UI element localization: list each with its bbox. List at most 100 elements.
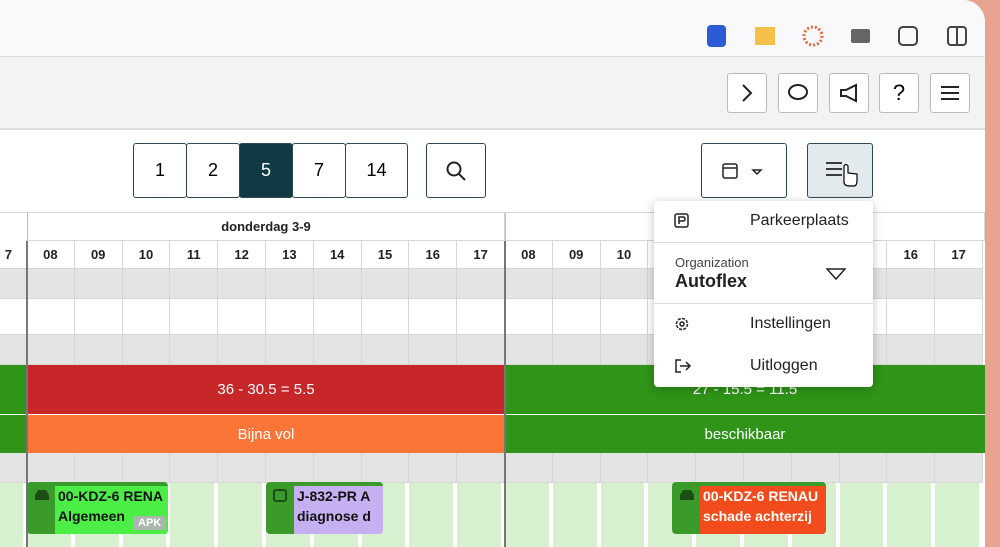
hour-label: 16 <box>887 241 936 269</box>
slot <box>839 483 888 547</box>
slot <box>0 453 27 483</box>
org-select[interactable]: Autoflex <box>675 271 747 291</box>
slot <box>505 483 553 547</box>
plate: J-832-PR A <box>297 488 371 504</box>
menu-item[interactable]: Instellingen <box>750 315 831 332</box>
slot <box>552 335 601 365</box>
next-button[interactable] <box>727 73 767 113</box>
menu-item[interactable]: Uitloggen <box>750 357 818 374</box>
slot <box>0 269 27 299</box>
plate: 00-KDZ-6 RENAU <box>703 488 819 504</box>
toolbar-icons <box>707 25 967 47</box>
slot <box>27 299 75 335</box>
slot <box>218 483 266 547</box>
hour-label: 08 <box>27 241 75 269</box>
slot <box>361 453 410 483</box>
slot <box>170 453 219 483</box>
slot <box>313 335 362 365</box>
status: Bijna vol <box>27 415 505 453</box>
slot <box>887 335 936 365</box>
slot <box>218 299 266 335</box>
slot <box>361 269 410 299</box>
status: beschikbaar <box>505 415 985 453</box>
hour-label: 13 <box>266 241 314 269</box>
day-divider <box>26 241 28 547</box>
slot <box>935 269 983 299</box>
slot <box>313 299 362 335</box>
slot <box>409 483 458 547</box>
view-button[interactable]: 14 <box>345 143 408 198</box>
extension-icon[interactable] <box>802 25 824 47</box>
announce-button[interactable] <box>829 73 869 113</box>
slot <box>74 269 123 299</box>
hour-label: 09 <box>552 241 601 269</box>
description: diagnose d <box>297 508 371 524</box>
view-button[interactable]: 1 <box>133 143 187 198</box>
slot <box>170 335 219 365</box>
slot <box>170 299 219 335</box>
slot <box>409 335 458 365</box>
slot <box>122 299 171 335</box>
slot <box>457 335 505 365</box>
slot <box>600 299 649 335</box>
status <box>0 415 27 453</box>
slot <box>409 299 458 335</box>
user-menu-button[interactable] <box>807 143 873 198</box>
slot <box>313 453 362 483</box>
slot <box>887 299 936 335</box>
slot <box>744 453 792 483</box>
slot <box>935 335 983 365</box>
slot <box>887 483 936 547</box>
settings-icon[interactable] <box>898 26 918 46</box>
hour-label: 15 <box>361 241 410 269</box>
slot <box>74 299 123 335</box>
menu-button[interactable] <box>930 73 970 113</box>
slot <box>74 335 123 365</box>
date-button[interactable] <box>701 143 787 198</box>
extension-icon[interactable] <box>707 25 726 47</box>
slot <box>361 335 410 365</box>
slot <box>791 453 840 483</box>
slot <box>457 483 505 547</box>
hour-label: 10 <box>122 241 171 269</box>
capacity <box>0 365 27 415</box>
appointment[interactable]: 00-KDZ-6 RENA Algemeen APK <box>27 482 168 534</box>
appointment[interactable]: 00-KDZ-6 RENAU schade achterzij <box>672 482 826 534</box>
hour-label: 16 <box>409 241 458 269</box>
slot <box>218 335 266 365</box>
help-button[interactable]: ? <box>879 73 919 113</box>
appointment[interactable]: J-832-PR A diagnose d <box>266 482 383 534</box>
browser-toolbar <box>0 0 985 57</box>
slot <box>457 453 505 483</box>
slot <box>218 453 266 483</box>
menu-item[interactable]: Parkeerplaats <box>750 212 849 229</box>
view-button-active[interactable]: 5 <box>239 143 293 198</box>
slot <box>505 269 553 299</box>
view-button[interactable]: 7 <box>292 143 346 198</box>
slot <box>170 483 219 547</box>
slot <box>935 483 983 547</box>
hour-label: 08 <box>505 241 553 269</box>
screenshot-icon[interactable] <box>851 29 870 43</box>
slot <box>27 269 75 299</box>
slot <box>361 299 410 335</box>
slot <box>27 453 75 483</box>
slot <box>552 483 601 547</box>
view-button[interactable]: 2 <box>186 143 240 198</box>
org-label: Organization <box>675 255 749 270</box>
slot <box>170 269 219 299</box>
slot <box>409 453 458 483</box>
slot <box>266 269 314 299</box>
slot <box>505 299 553 335</box>
slot <box>122 269 171 299</box>
chat-button[interactable] <box>778 73 818 113</box>
slot <box>600 335 649 365</box>
slot <box>696 453 744 483</box>
search-button[interactable] <box>426 143 486 198</box>
slot <box>74 453 123 483</box>
user-menu: Parkeerplaats Organization Autoflex Inst… <box>654 201 873 387</box>
slot <box>839 453 888 483</box>
extension-icon[interactable] <box>755 27 775 45</box>
hour-label: 10 <box>600 241 649 269</box>
